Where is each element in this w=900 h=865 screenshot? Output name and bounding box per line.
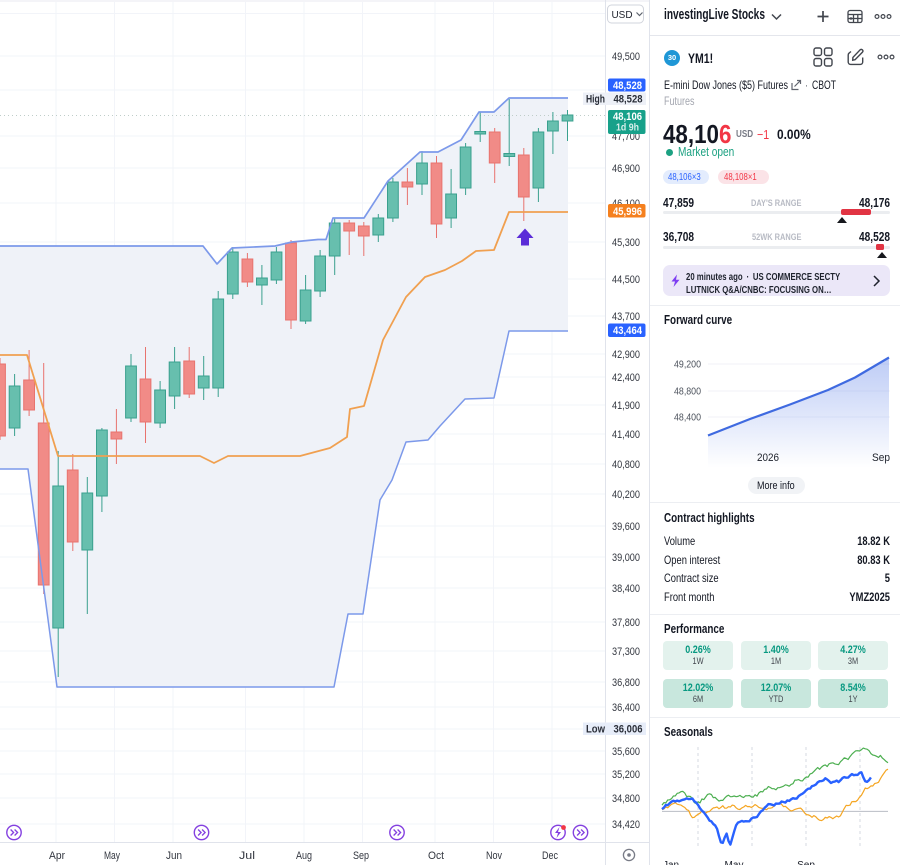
svg-text:37,300: 37,300 [612, 646, 640, 658]
svg-text:43,464: 43,464 [613, 325, 643, 337]
svg-text:48,528: 48,528 [614, 94, 643, 106]
svg-text:Jan: Jan [663, 860, 679, 865]
svg-text:36,800: 36,800 [612, 677, 640, 689]
svg-text:May: May [104, 850, 120, 862]
svg-text:44,500: 44,500 [612, 274, 640, 286]
svg-text:35,200: 35,200 [612, 769, 640, 781]
svg-text:43,700: 43,700 [612, 311, 640, 323]
svg-text:2026: 2026 [757, 452, 779, 464]
svg-text:1d 9h: 1d 9h [616, 122, 639, 134]
svg-text:40,200: 40,200 [612, 489, 640, 501]
svg-text:Sep: Sep [872, 452, 890, 464]
svg-text:Aug: Aug [296, 850, 312, 862]
svg-text:Sep: Sep [797, 860, 815, 865]
svg-text:49,500: 49,500 [612, 51, 640, 63]
svg-text:Jul: Jul [239, 850, 255, 862]
svg-text:39,000: 39,000 [612, 552, 640, 564]
svg-text:38,400: 38,400 [612, 583, 640, 595]
svg-text:Sep: Sep [353, 850, 369, 862]
svg-text:49,200: 49,200 [674, 360, 701, 371]
svg-text:42,400: 42,400 [612, 372, 640, 384]
svg-text:40,800: 40,800 [612, 459, 640, 471]
svg-text:48,800: 48,800 [674, 387, 701, 398]
svg-text:45,300: 45,300 [612, 237, 640, 249]
svg-text:45,996: 45,996 [613, 206, 642, 218]
svg-text:42,900: 42,900 [612, 349, 640, 361]
svg-text:USD: USD [612, 9, 633, 21]
svg-text:36,006: 36,006 [614, 724, 643, 736]
svg-text:May: May [725, 860, 744, 865]
svg-text:48,528: 48,528 [613, 80, 642, 92]
svg-text:36,400: 36,400 [612, 702, 640, 714]
svg-text:Jun: Jun [166, 850, 182, 862]
svg-text:35,600: 35,600 [612, 746, 640, 758]
svg-text:41,900: 41,900 [612, 400, 640, 412]
svg-text:Oct: Oct [428, 850, 444, 862]
svg-text:37,800: 37,800 [612, 617, 640, 629]
svg-text:41,400: 41,400 [612, 429, 640, 441]
svg-text:34,420: 34,420 [612, 819, 640, 831]
svg-text:Nov: Nov [486, 850, 502, 862]
svg-text:39,600: 39,600 [612, 521, 640, 533]
svg-text:High: High [586, 94, 605, 106]
svg-text:Apr: Apr [49, 850, 65, 862]
svg-text:Dec: Dec [542, 850, 558, 862]
svg-text:Low: Low [586, 724, 605, 736]
svg-text:48,106: 48,106 [613, 111, 642, 123]
svg-text:48,400: 48,400 [674, 413, 701, 424]
svg-text:46,900: 46,900 [612, 163, 640, 175]
svg-text:34,800: 34,800 [612, 793, 640, 805]
